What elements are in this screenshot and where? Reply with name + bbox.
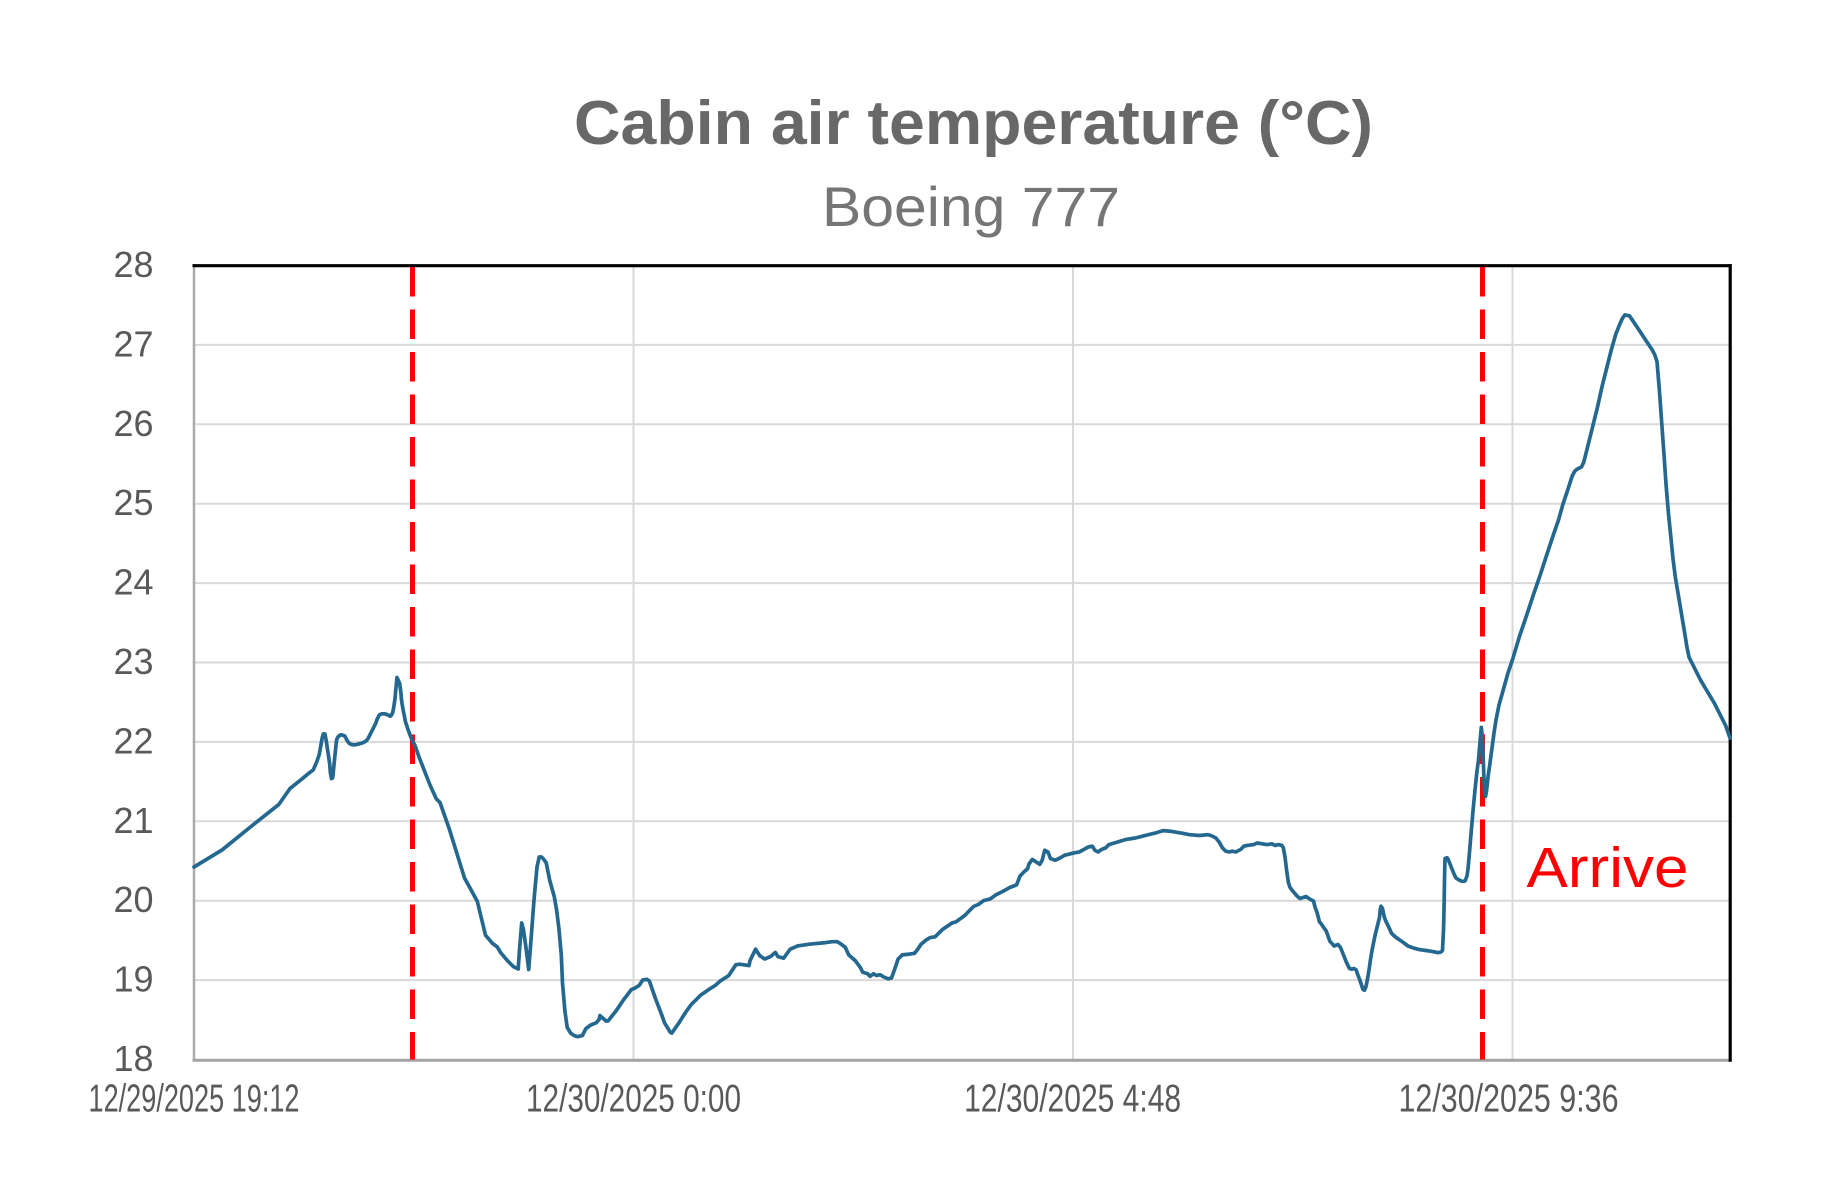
svg-text:28: 28 <box>113 244 153 285</box>
svg-text:26: 26 <box>113 403 153 444</box>
svg-text:24: 24 <box>113 562 153 603</box>
svg-text:27: 27 <box>113 323 153 364</box>
svg-text:21: 21 <box>113 800 153 841</box>
svg-text:18: 18 <box>113 1038 153 1079</box>
svg-text:12/30/2025 4:48: 12/30/2025 4:48 <box>964 1078 1181 1121</box>
svg-text:20: 20 <box>113 879 153 920</box>
svg-text:Boeing 777: Boeing 777 <box>822 175 1120 238</box>
svg-text:12/30/2025 0:00: 12/30/2025 0:00 <box>526 1078 741 1121</box>
svg-text:23: 23 <box>113 641 153 682</box>
svg-text:Cabin air temperature (°C): Cabin air temperature (°C) <box>574 89 1373 158</box>
svg-text:19: 19 <box>113 959 153 1000</box>
svg-text:22: 22 <box>113 720 153 761</box>
svg-text:Arrive: Arrive <box>1527 836 1689 900</box>
svg-text:12/29/2025 19:12: 12/29/2025 19:12 <box>89 1078 300 1121</box>
svg-text:12/30/2025 9:36: 12/30/2025 9:36 <box>1399 1078 1619 1121</box>
svg-text:25: 25 <box>113 482 153 523</box>
